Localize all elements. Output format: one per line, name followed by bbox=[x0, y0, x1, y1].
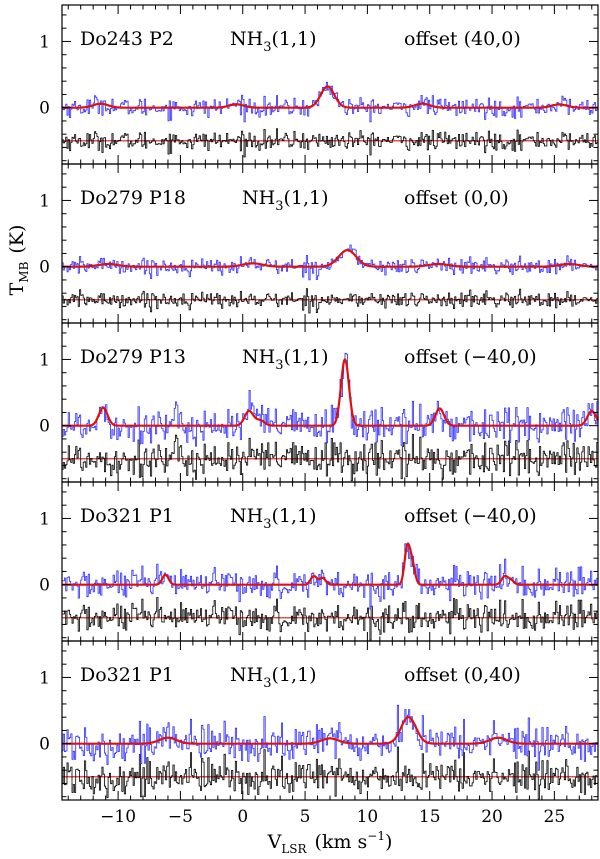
residual-spectrum-1 bbox=[62, 128, 599, 158]
y-tick-label: 0 bbox=[39, 576, 50, 596]
x-tick-label: 20 bbox=[481, 807, 503, 827]
observed-spectrum-4 bbox=[62, 543, 599, 610]
molecule-name: NH bbox=[230, 28, 263, 50]
x-tick-label: 15 bbox=[419, 807, 441, 827]
x-tick-labels: −10 −5 0 5 10 15 20 25 bbox=[100, 807, 565, 827]
y-axis-label-main: T bbox=[6, 282, 28, 295]
molecule-transition: (1,1) bbox=[271, 28, 316, 50]
panel-molecule-label: NH3(1,1) bbox=[230, 664, 317, 691]
x-axis-label-unit-sup: −1 bbox=[367, 829, 385, 843]
panel-offset-label: offset (40,0) bbox=[404, 28, 521, 50]
panel-source-label: Do243 P2 bbox=[80, 28, 174, 50]
x-axis-label-close: ) bbox=[385, 831, 392, 853]
y-tick-label: 0 bbox=[39, 258, 50, 278]
molecule-transition: (1,1) bbox=[271, 505, 316, 527]
molecule-subscript: 3 bbox=[275, 199, 283, 214]
panel-offset-label: offset (−40,0) bbox=[404, 505, 537, 527]
panel-4: 0 1 Do321 P1 NH3(1,1) offset (−40,0) bbox=[39, 481, 599, 642]
panel-molecule-label: NH3(1,1) bbox=[242, 187, 329, 214]
x-tick-label: −10 bbox=[100, 807, 136, 827]
molecule-transition: (1,1) bbox=[283, 346, 328, 368]
residual-spectrum-5 bbox=[62, 746, 599, 800]
x-tick-label: −5 bbox=[168, 807, 193, 827]
panel-1: 0 1 Do243 P2 NH3(1,1) offset (40,0) bbox=[39, 4, 599, 165]
panel-source-label: Do321 P1 bbox=[80, 505, 174, 527]
molecule-subscript: 3 bbox=[263, 40, 271, 55]
molecule-name: NH bbox=[242, 187, 275, 209]
panel-offset-label: offset (0,40) bbox=[404, 664, 521, 686]
model-fit-4 bbox=[62, 542, 598, 586]
molecule-subscript: 3 bbox=[263, 676, 271, 691]
observed-spectrum-5 bbox=[62, 704, 599, 771]
panel-molecule-label: NH3(1,1) bbox=[230, 28, 317, 55]
panel-molecule-label: NH3(1,1) bbox=[230, 505, 317, 532]
y-tick-label: 1 bbox=[39, 668, 50, 688]
residual-spectrum-2 bbox=[62, 288, 599, 314]
x-tick-label: 25 bbox=[544, 807, 566, 827]
x-axis-label-unit: (km s bbox=[315, 831, 368, 853]
molecule-name: NH bbox=[230, 505, 263, 527]
x-tick-label: 0 bbox=[237, 807, 248, 827]
residual-spectrum-3 bbox=[62, 434, 599, 482]
y-axis-label-unit: (K) bbox=[6, 225, 28, 254]
model-fit-5 bbox=[62, 716, 598, 745]
panel-3: 0 1 Do279 P13 NH3(1,1) offset (−40,0) bbox=[39, 322, 599, 483]
panel-5: 0 1 Do321 P1 NH3(1,1) offset (0,40) bbox=[39, 640, 599, 801]
molecule-name: NH bbox=[230, 664, 263, 686]
x-axis-label-main: V bbox=[267, 831, 282, 853]
y-tick-label: 1 bbox=[39, 350, 50, 370]
panels-group: 01 Do243 P2 NH3(1,1) offset (40,0)01 Do279 P… bbox=[39, 4, 599, 827]
panel-offset-label: offset (0,0) bbox=[404, 187, 509, 209]
y-axis-label-sub: MB bbox=[17, 261, 31, 282]
panel-molecule-label: NH3(1,1) bbox=[242, 346, 329, 373]
y-tick-label: 0 bbox=[39, 99, 50, 119]
observed-spectrum-2 bbox=[62, 244, 599, 281]
x-tick-label: 5 bbox=[300, 807, 311, 827]
model-fit-3 bbox=[62, 358, 599, 427]
y-tick-label: 1 bbox=[39, 509, 50, 529]
panel-source-label: Do321 P1 bbox=[80, 664, 174, 686]
x-tick-label: 10 bbox=[357, 807, 379, 827]
panel-source-label: Do279 P18 bbox=[80, 187, 186, 209]
molecule-subscript: 3 bbox=[275, 358, 283, 373]
x-axis-label: VLSR (km s−1) bbox=[267, 829, 393, 856]
panel-offset-label: offset (−40,0) bbox=[404, 346, 537, 368]
y-tick-label: 1 bbox=[39, 191, 50, 211]
molecule-transition: (1,1) bbox=[283, 187, 328, 209]
molecule-transition: (1,1) bbox=[271, 664, 316, 686]
model-fit-1 bbox=[62, 85, 598, 109]
y-axis-label: TMB (K) bbox=[6, 225, 31, 296]
x-axis-label-sub: LSR bbox=[281, 842, 307, 856]
molecule-subscript: 3 bbox=[263, 517, 271, 532]
residual-spectrum-4 bbox=[62, 597, 599, 641]
panel-source-label: Do279 P13 bbox=[80, 346, 186, 368]
y-tick-label: 0 bbox=[39, 735, 50, 755]
y-tick-label: 1 bbox=[39, 32, 50, 52]
panel-2: 0 1 Do279 P18 NH3(1,1) offset (0,0) bbox=[39, 163, 599, 324]
model-fit-2 bbox=[62, 249, 598, 268]
observed-spectrum-3 bbox=[62, 352, 599, 447]
molecule-name: NH bbox=[242, 346, 275, 368]
y-tick-label: 0 bbox=[39, 417, 50, 437]
